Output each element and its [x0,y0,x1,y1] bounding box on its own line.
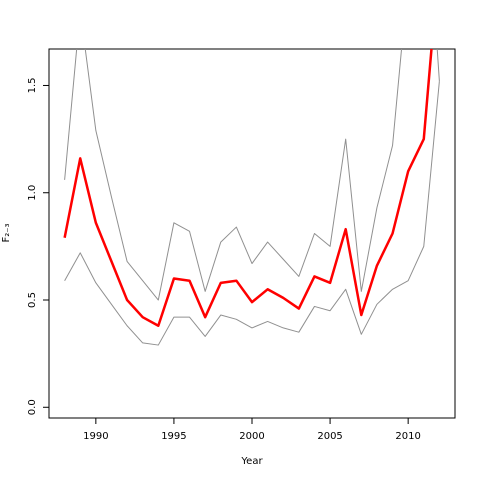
x-tick-label: 2010 [395,431,420,442]
y-tick-label: 0.0 [27,399,38,415]
y-tick-label: 1.0 [27,185,38,201]
estimate-line [63,49,433,327]
plot-frame [48,48,456,419]
x-tick-label: 2005 [317,431,342,442]
y-tick-label: 0.5 [27,292,38,308]
y-axis: 0.0 0.5 1.0 1.5 [27,78,49,415]
x-axis: 1990 1995 2000 2005 2010 [83,418,421,442]
x-axis-title: Year [240,456,263,467]
lower-bound-line [64,81,440,346]
series-layer [63,49,440,346]
upper-bound-line [64,49,440,301]
y-tick-label: 1.5 [27,78,38,94]
x-tick-label: 2000 [239,431,264,442]
y-axis-title: F₂₋₃ [1,223,12,242]
x-tick-label: 1995 [161,431,186,442]
x-tick-label: 1990 [83,431,108,442]
